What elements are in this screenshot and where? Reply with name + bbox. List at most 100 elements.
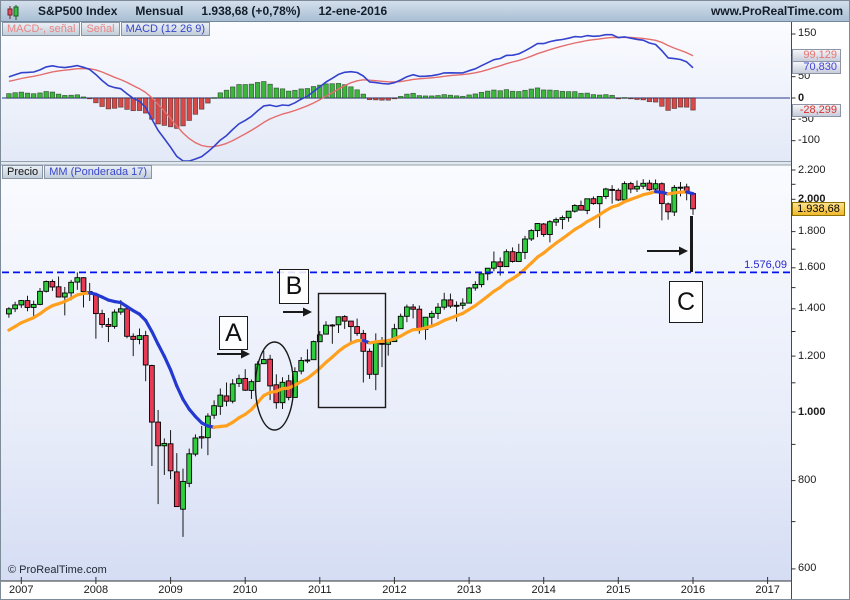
macd-histogram-bar (578, 92, 584, 99)
price-axis-label: 1.400 (798, 302, 826, 315)
candle-body (603, 188, 609, 197)
macd-histogram-bar (441, 94, 447, 99)
macd-histogram-bar (118, 97, 124, 108)
candle-body (186, 453, 193, 484)
macd-histogram-bar (460, 95, 466, 99)
annotation-label-b[interactable]: B (279, 269, 309, 304)
candle-body (578, 205, 584, 211)
macd-signal-line (8, 36, 694, 148)
candle-body (534, 223, 541, 232)
macd-tab-2[interactable]: MACD (12 26 9) (120, 22, 211, 36)
annotation-arrow-head (303, 307, 312, 317)
macd-histogram-bar (391, 97, 398, 100)
macd-histogram-bar (37, 92, 43, 99)
macd-histogram-bar (24, 92, 31, 99)
candle-body (335, 316, 342, 326)
candle-body (180, 480, 186, 510)
candle-body (491, 261, 497, 269)
candle-body (665, 203, 671, 213)
price-axis-label: 2.000 (798, 192, 826, 205)
macd-histogram-bar (186, 97, 192, 121)
macd-histogram-bar (155, 97, 161, 125)
candle-body (428, 312, 435, 318)
macd-histogram-bar (615, 97, 621, 100)
annotation-arrow-head (679, 246, 688, 256)
price-tab-0[interactable]: Precio (2, 165, 44, 179)
annotation-label-a[interactable]: A (219, 316, 248, 350)
weighted-ma-segment (156, 342, 166, 358)
macd-histogram-bar (652, 97, 659, 103)
x-axis-year-label: 2014 (531, 584, 556, 596)
weighted-ma-segment (169, 368, 179, 388)
candle-body (43, 281, 50, 292)
macd-histogram-bar (621, 97, 628, 99)
macd-histogram-bar (659, 97, 665, 107)
candle-body (553, 219, 559, 223)
price-plot-background[interactable] (1, 165, 791, 581)
candle-body (55, 286, 62, 298)
macd-histogram-bar (329, 83, 335, 99)
price-indicator-tabs: Precio MM (Ponderada 17) (2, 165, 153, 179)
macd-tab-1[interactable]: Señal (81, 22, 120, 36)
candle-body (323, 324, 329, 335)
macd-histogram-bar (248, 83, 255, 99)
bottom-axis-strip (1, 581, 791, 599)
macd-histogram-bar (547, 89, 553, 99)
macd-histogram-bar (254, 82, 261, 99)
macd-histogram-bar (211, 97, 217, 99)
macd-tab-0[interactable]: MACD-, señal (2, 22, 81, 36)
macd-histogram-bar (99, 97, 105, 107)
macd-histogram-bar (80, 96, 87, 99)
macd-histogram-bar (528, 88, 534, 99)
candle-body (391, 328, 398, 343)
candle-body (640, 182, 647, 187)
macd-histogram-bar (478, 91, 485, 99)
macd-histogram-bar (491, 89, 497, 99)
candle-body (646, 182, 653, 191)
candle-body (528, 230, 535, 240)
candle-body (584, 198, 591, 211)
histogram-value-badge: -28,299 (792, 103, 841, 117)
x-axis-year-label: 2007 (9, 584, 34, 596)
annotation-ellipse[interactable] (254, 341, 295, 431)
macd-histogram-bar (634, 97, 640, 100)
candle-body (229, 383, 236, 402)
macd-histogram-bar (509, 90, 516, 99)
annotation-label-c[interactable]: C (669, 281, 703, 323)
macd-histogram-bar (242, 84, 248, 99)
annotation-rect[interactable] (317, 292, 387, 409)
prorealtime-site-link[interactable]: www.ProRealTime.com (710, 4, 843, 18)
macd-histogram-bar (267, 83, 273, 99)
macd-histogram-bar (12, 92, 18, 99)
macd-histogram-bar (360, 93, 366, 99)
candle-body (61, 292, 68, 298)
macd-line (8, 33, 694, 161)
last-price-change: 1.938,68 (+0,78%) (201, 4, 301, 18)
macd-plot-background[interactable] (1, 22, 791, 161)
macd-histogram-bar (31, 93, 37, 99)
candle-body (310, 341, 317, 361)
price-axis-label: 1.800 (798, 225, 826, 238)
candle-body (404, 306, 410, 317)
candle-body (634, 185, 640, 190)
candle-body (652, 183, 659, 190)
macd-histogram-bar (640, 97, 646, 101)
macd-histogram-bar (671, 97, 677, 109)
candle-body (559, 217, 566, 220)
macd-histogram-bar (205, 97, 211, 104)
candle-body (366, 350, 373, 375)
macd-histogram-bar (447, 94, 454, 99)
x-axis-year-label: 2008 (83, 584, 109, 596)
price-tab-1[interactable]: MM (Ponderada 17) (44, 165, 153, 179)
candle-body (627, 183, 634, 190)
candle-body (571, 205, 578, 212)
macd-histogram-bar (572, 91, 578, 99)
candle-body (99, 313, 105, 325)
candle-body (223, 395, 230, 402)
macd-histogram-bar (373, 97, 379, 101)
candle-body (37, 290, 43, 305)
price-axis-label: 600 (798, 562, 817, 575)
macd-histogram-bar (342, 84, 348, 99)
candle-body (372, 342, 379, 375)
